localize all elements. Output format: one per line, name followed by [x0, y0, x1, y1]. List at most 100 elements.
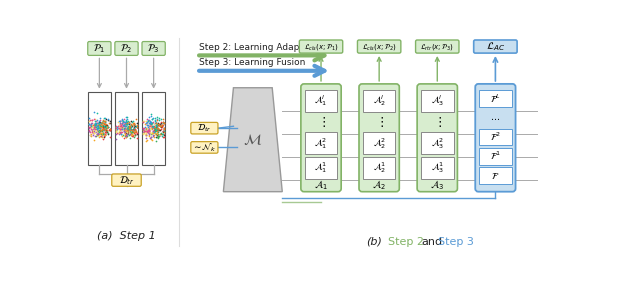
Point [158, 121, 168, 125]
Point [127, 131, 138, 136]
Point [131, 130, 141, 134]
Point [157, 123, 168, 127]
Point [141, 129, 151, 134]
Point [97, 123, 107, 127]
Point [154, 127, 164, 132]
Text: Step 2: Learning Adaptors: Step 2: Learning Adaptors [198, 43, 316, 52]
Point [153, 134, 163, 138]
Point [150, 131, 160, 136]
Point [140, 129, 150, 134]
Point [124, 125, 134, 130]
Text: $\vdots$: $\vdots$ [374, 114, 383, 129]
Point [140, 122, 150, 126]
Point [99, 121, 109, 125]
Point [140, 128, 150, 132]
Point [153, 131, 163, 136]
Point [86, 122, 97, 126]
Point [146, 127, 156, 132]
Point [146, 137, 156, 142]
Point [149, 133, 159, 137]
Point [157, 132, 168, 136]
Point [131, 129, 141, 133]
Point [149, 125, 159, 130]
Bar [363, 133, 396, 154]
Point [151, 126, 161, 131]
Point [147, 125, 157, 130]
Point [86, 126, 96, 131]
Point [84, 125, 94, 130]
Point [120, 127, 130, 132]
Point [127, 120, 137, 124]
Point [97, 127, 107, 132]
Point [123, 126, 133, 131]
Point [95, 119, 105, 124]
Point [87, 128, 97, 133]
Point [124, 121, 134, 126]
Point [95, 128, 105, 133]
Point [154, 123, 164, 128]
Point [146, 134, 156, 139]
Point [116, 124, 126, 129]
Point [121, 119, 131, 123]
Point [131, 127, 141, 132]
Point [127, 133, 138, 138]
Point [152, 127, 162, 132]
Point [159, 126, 170, 131]
Point [129, 130, 139, 135]
Point [105, 127, 115, 132]
Point [143, 127, 153, 132]
Point [95, 134, 105, 139]
Point [147, 120, 157, 125]
Point [129, 131, 140, 135]
Point [147, 131, 157, 135]
Point [145, 123, 155, 128]
Point [150, 124, 161, 128]
Point [99, 127, 109, 131]
Point [97, 135, 108, 139]
Point [144, 125, 154, 129]
Point [143, 126, 154, 130]
Point [100, 125, 111, 129]
Point [150, 127, 161, 132]
Point [113, 124, 124, 128]
Point [151, 121, 161, 125]
Point [88, 126, 99, 131]
FancyBboxPatch shape [88, 41, 111, 55]
Point [120, 131, 131, 136]
Point [152, 118, 162, 122]
Point [97, 120, 107, 124]
Point [122, 121, 132, 125]
Point [88, 127, 99, 131]
Point [93, 131, 104, 136]
Point [85, 132, 95, 137]
Point [116, 125, 127, 129]
Point [154, 118, 164, 122]
Point [157, 129, 168, 134]
Point [89, 124, 99, 129]
Point [149, 125, 159, 130]
Point [92, 132, 102, 137]
Point [147, 116, 157, 120]
Point [145, 126, 156, 131]
Point [127, 130, 137, 135]
Point [125, 131, 136, 135]
Point [90, 125, 100, 129]
Point [120, 120, 130, 124]
Point [101, 124, 111, 129]
Text: (a)  Step 1: (a) Step 1 [97, 231, 156, 241]
Point [117, 126, 127, 131]
Point [150, 116, 160, 120]
Point [126, 119, 136, 123]
Point [145, 122, 155, 127]
Point [100, 128, 111, 132]
Point [85, 123, 95, 127]
Text: $\mathcal{A}_2^2$: $\mathcal{A}_2^2$ [372, 136, 386, 151]
Point [111, 124, 122, 129]
Point [147, 124, 157, 129]
Point [159, 132, 169, 136]
Point [86, 131, 97, 136]
Point [141, 127, 152, 131]
Point [126, 122, 136, 126]
Point [102, 131, 113, 136]
Point [129, 126, 139, 130]
